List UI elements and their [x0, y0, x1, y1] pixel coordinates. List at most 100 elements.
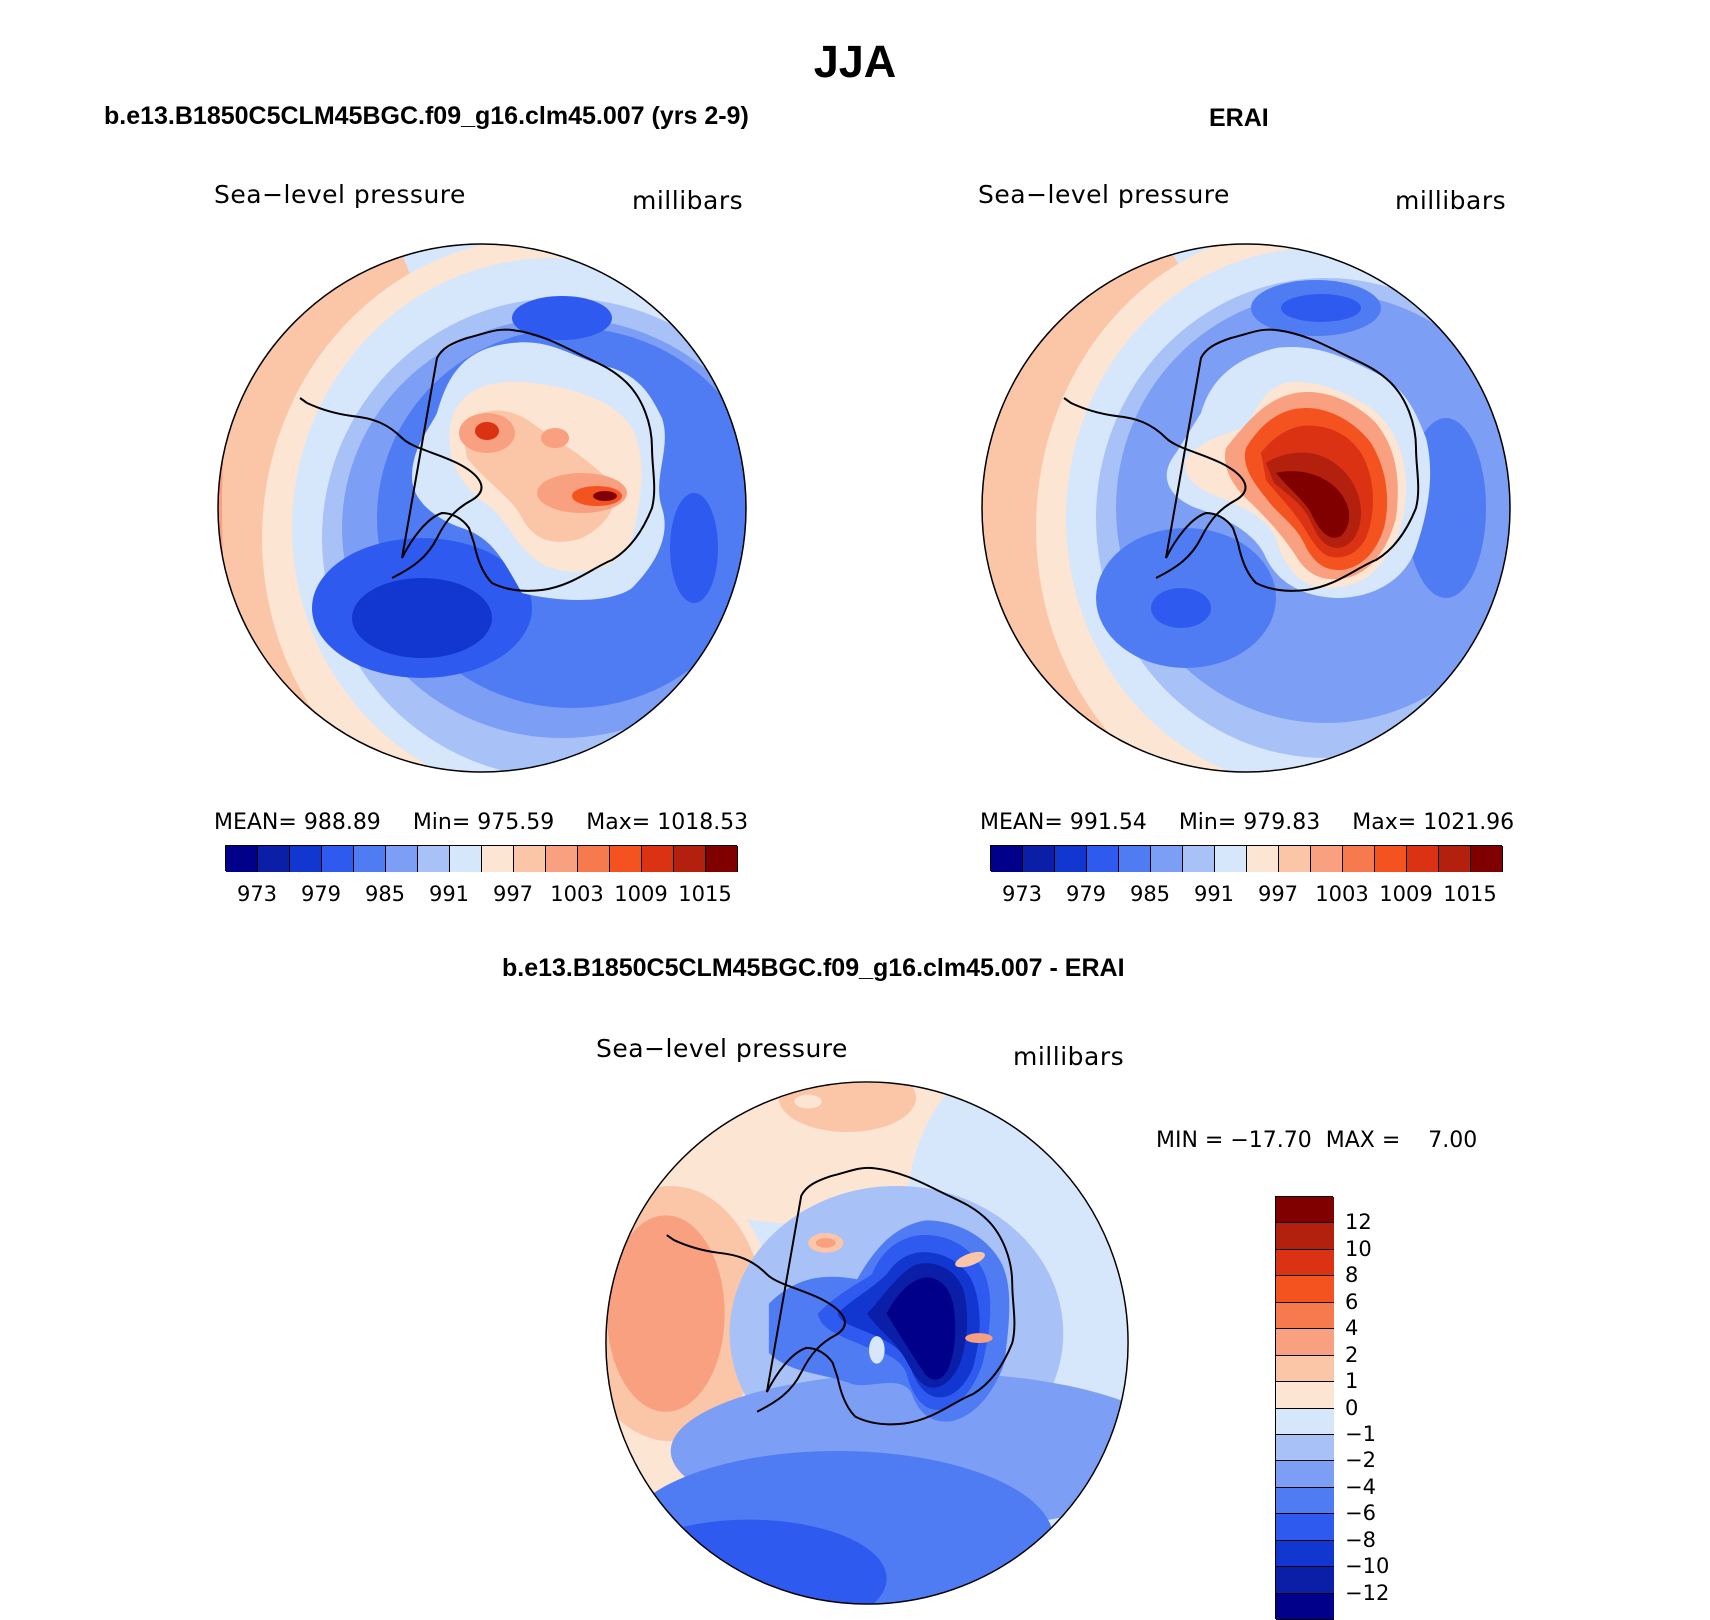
colorbar-tick-label: 8	[1345, 1263, 1359, 1288]
colorbar-tick-label: 0	[1345, 1395, 1359, 1420]
colorbar-swatch	[418, 846, 450, 872]
diff-colorbar-labels: 12 10 8 6 4 2 1 0 −1 −2 −4 −6 −8 −10 −12	[1345, 1196, 1425, 1619]
colorbar-tick-label: 991	[1193, 882, 1235, 906]
colorbar-swatch	[1276, 1434, 1334, 1462]
colorbar-swatch	[1087, 846, 1119, 872]
colorbar-swatch	[386, 846, 418, 872]
colorbar-tick-label: 979	[300, 882, 342, 906]
colorbar-swatch	[1276, 1487, 1334, 1515]
colorbar-tick-label: 10	[1345, 1236, 1372, 1261]
colorbar-swatch	[450, 846, 482, 872]
panel-1-max: 1018.53	[657, 810, 749, 835]
panel-2-mean: 991.54	[1069, 810, 1147, 835]
colorbar-swatch	[642, 846, 674, 872]
colorbar-tick-label: 991	[428, 882, 470, 906]
colorbar-tick-label: −4	[1345, 1474, 1376, 1499]
colorbar-swatch	[610, 846, 642, 872]
panel-1-title: b.e13.B1850C5CLM45BGC.f09_g16.clm45.007 …	[104, 102, 749, 130]
panel-1-variable: Sea−level pressure	[214, 180, 466, 209]
colorbar-swatch	[1276, 1514, 1334, 1541]
colorbar-swatch	[1119, 846, 1151, 872]
panel-2-mean-label: MEAN=	[980, 810, 1063, 835]
colorbar-swatch	[1023, 846, 1055, 872]
colorbar-swatch	[1276, 1276, 1334, 1303]
colorbar-swatch	[1276, 1593, 1334, 1620]
panel-1-colorbar-labels: 973 979 985 991 997 1003 1009 1015	[225, 882, 737, 910]
colorbar-swatch	[1276, 1461, 1334, 1488]
panel-1-mean-label: MEAN=	[214, 810, 297, 835]
colorbar-tick-label: 1009	[1379, 882, 1433, 906]
colorbar-swatch	[1151, 846, 1183, 872]
colorbar-swatch	[1375, 846, 1407, 872]
colorbar-swatch	[546, 846, 578, 872]
panel-1-max-label: Max=	[586, 810, 651, 835]
colorbar-tick-label: 2	[1345, 1342, 1359, 1367]
panel-2-min: 979.83	[1243, 810, 1321, 835]
colorbar-tick-label: 997	[1257, 882, 1299, 906]
panel-2-stats: MEAN= 991.54 Min= 979.83 Max= 1021.96	[980, 810, 1514, 835]
colorbar-swatch	[1276, 1197, 1334, 1224]
colorbar-swatch	[991, 846, 1023, 872]
colorbar-swatch	[578, 846, 610, 872]
colorbar-tick-label: −1	[1345, 1421, 1376, 1446]
panel-2-colorbar	[990, 845, 1503, 872]
panel-2-map	[981, 243, 1511, 773]
colorbar-swatch	[482, 846, 514, 872]
colorbar-swatch	[1279, 846, 1311, 872]
colorbar-swatch	[354, 846, 386, 872]
colorbar-swatch	[258, 846, 290, 872]
panel-2-colorbar-labels: 973 979 985 991 997 1003 1009 1015	[990, 882, 1502, 910]
panel-1-min-label: Min=	[412, 810, 471, 835]
colorbar-swatch	[1276, 1408, 1334, 1435]
diff-panel-variable: Sea−level pressure	[596, 1034, 848, 1063]
colorbar-swatch	[290, 846, 322, 872]
colorbar-tick-label: 4	[1345, 1316, 1359, 1341]
colorbar-swatch	[1215, 846, 1247, 872]
panel-1-stats: MEAN= 988.89 Min= 975.59 Max= 1018.53	[214, 810, 748, 835]
panel-1-map	[217, 243, 747, 773]
colorbar-swatch	[1183, 846, 1215, 872]
panel-2-units: millibars	[1395, 186, 1507, 215]
colorbar-tick-label: 1009	[614, 882, 668, 906]
colorbar-tick-label: −12	[1345, 1580, 1390, 1605]
colorbar-swatch	[1471, 846, 1503, 872]
colorbar-swatch	[1276, 1540, 1334, 1568]
colorbar-swatch	[706, 846, 738, 872]
panel-1-units: millibars	[632, 186, 744, 215]
colorbar-swatch	[226, 846, 258, 872]
panel-1-mean: 988.89	[303, 810, 381, 835]
colorbar-tick-label: 1003	[1315, 882, 1369, 906]
panel-1-colorbar	[225, 845, 738, 872]
panel-2-max: 1021.96	[1423, 810, 1515, 835]
diff-map	[605, 1081, 1129, 1605]
diff-panel-units: millibars	[1013, 1042, 1125, 1071]
colorbar-swatch	[322, 846, 354, 872]
colorbar-tick-label: 985	[364, 882, 406, 906]
colorbar-tick-label: 973	[236, 882, 278, 906]
colorbar-swatch	[1439, 846, 1471, 872]
colorbar-tick-label: 6	[1345, 1289, 1359, 1314]
colorbar-swatch	[1247, 846, 1279, 872]
colorbar-swatch	[674, 846, 706, 872]
colorbar-swatch	[1055, 846, 1087, 872]
colorbar-tick-label: 1015	[1443, 882, 1497, 906]
colorbar-swatch	[1276, 1382, 1334, 1409]
diff-panel-minmax: MIN = −17.70 MAX = 7.00	[1156, 1128, 1478, 1153]
colorbar-tick-label: 1015	[678, 882, 732, 906]
panel-1-min: 975.59	[477, 810, 555, 835]
colorbar-tick-label: 1003	[550, 882, 604, 906]
colorbar-tick-label: −6	[1345, 1501, 1376, 1526]
colorbar-swatch	[1276, 1355, 1334, 1383]
colorbar-swatch	[1276, 1567, 1334, 1594]
colorbar-tick-label: 12	[1345, 1210, 1372, 1235]
colorbar-swatch	[1276, 1249, 1334, 1277]
colorbar-swatch	[514, 846, 546, 872]
colorbar-swatch	[1276, 1223, 1334, 1250]
colorbar-swatch	[1407, 846, 1439, 872]
colorbar-tick-label: 997	[492, 882, 534, 906]
panel-2-max-label: Max=	[1352, 810, 1417, 835]
panel-2-title: ERAI	[1209, 104, 1269, 132]
colorbar-tick-label: 1	[1345, 1369, 1359, 1394]
panel-2-variable: Sea−level pressure	[978, 180, 1230, 209]
figure-title: JJA	[813, 36, 897, 87]
